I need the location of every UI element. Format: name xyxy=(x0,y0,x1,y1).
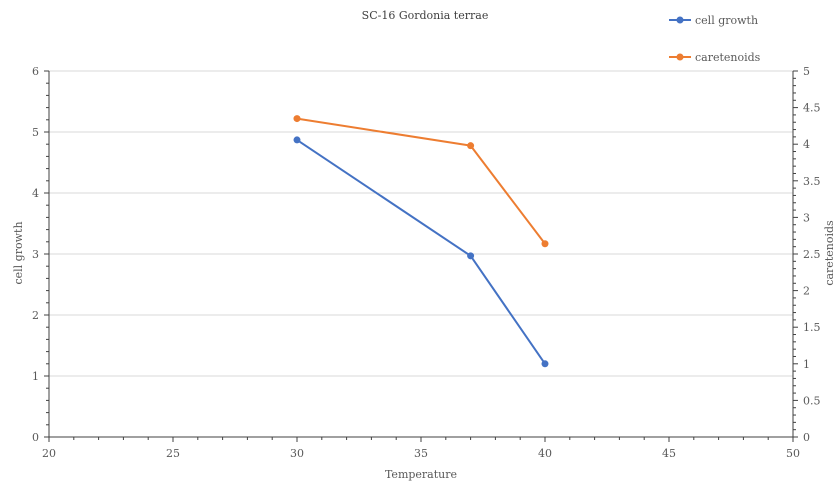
y2-axis-title: caretenoids xyxy=(823,220,836,286)
y-tick-label: 6 xyxy=(32,65,39,78)
y-tick-label: 0 xyxy=(32,431,39,444)
x-tick-label: 45 xyxy=(662,447,676,460)
x-tick-label: 40 xyxy=(538,447,552,460)
y2-tick-label: 5 xyxy=(803,65,810,78)
y2-tick-label: 1 xyxy=(803,358,810,371)
legend-marker xyxy=(676,16,684,24)
y2-tick-label: 2.5 xyxy=(803,248,821,261)
y2-tick-label: 0 xyxy=(803,431,810,444)
y2-tick-label: 2 xyxy=(803,285,810,298)
axes-layer: 20 25 30 35 40 45 50012345600.511.522.533.544.… xyxy=(32,65,821,460)
x-tick-label: 25 xyxy=(166,447,180,460)
grid-layer xyxy=(49,70,793,377)
legend-marker xyxy=(676,53,684,61)
data-point xyxy=(293,115,301,123)
data-point xyxy=(467,142,475,150)
y2-tick-label: 4.5 xyxy=(803,102,821,115)
y-tick-label: 4 xyxy=(32,187,39,200)
y2-tick-label: 1.5 xyxy=(803,321,821,334)
y2-tick-label: 0.5 xyxy=(803,394,821,407)
x-tick-label: 20 xyxy=(42,447,56,460)
y2-tick-label: 3.5 xyxy=(803,175,821,188)
chart-title: SC-16 Gordonia terrae xyxy=(362,9,489,22)
y2-tick-label: 4 xyxy=(803,138,810,151)
series-line-cell-growth xyxy=(296,139,546,365)
y-tick-label: 2 xyxy=(32,309,39,322)
x-tick-label: 30 xyxy=(290,447,304,460)
series-layer xyxy=(293,115,549,368)
data-point xyxy=(541,360,549,368)
data-point xyxy=(467,252,475,260)
y-tick-label: 5 xyxy=(32,126,39,139)
y-axis-title: cell growth xyxy=(12,221,25,284)
y-tick-label: 1 xyxy=(32,370,39,383)
series-line-caretenoids xyxy=(296,117,546,245)
x-tick-label: 50 xyxy=(786,447,800,460)
data-point xyxy=(293,136,301,144)
x-axis-title: Temperature xyxy=(385,468,457,481)
legend-label: cell growth xyxy=(695,14,758,27)
legend-label: caretenoids xyxy=(695,51,761,64)
data-point xyxy=(541,240,549,248)
y-tick-label: 3 xyxy=(32,248,39,261)
legend: cell growth caretenoids xyxy=(669,14,761,64)
x-tick-label: 35 xyxy=(414,447,428,460)
y2-tick-label: 3 xyxy=(803,211,810,224)
